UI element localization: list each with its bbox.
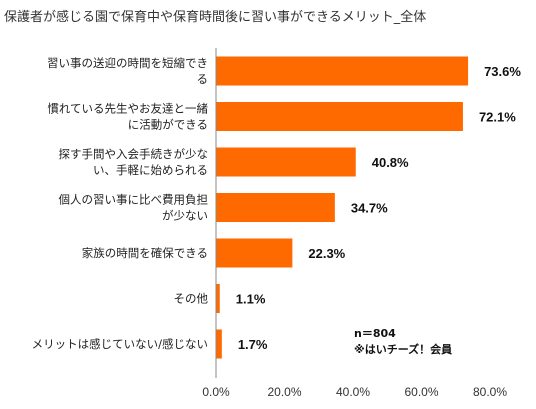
category-label-2-line-1: い、手軽に始められる [93, 163, 208, 177]
category-label-1-line-0: 慣れている先生やお友達と一緒 [47, 102, 208, 116]
category-label-3-line-1: が少ない [162, 209, 208, 223]
x-tick-label-0: 0.0% [202, 385, 230, 399]
category-label-6: メリットは感じていない/感じない [32, 337, 208, 351]
bar-6 [216, 329, 222, 359]
category-label-1-line-1: に活動ができる [128, 118, 208, 132]
bar-0 [216, 56, 469, 86]
bar-1 [216, 102, 463, 131]
value-label-1: 72.1% [479, 110, 516, 125]
sample-note: n＝804 ※はいチーズ！会員 [354, 326, 452, 358]
category-label-5: その他 [174, 292, 209, 306]
category-label-3-line-0: 個人の習い事に比べ費用負担 [59, 193, 209, 207]
value-label-2: 40.8% [372, 155, 409, 170]
bar-3 [216, 193, 335, 222]
value-label-0: 73.6% [484, 64, 521, 79]
sample-source: ※はいチーズ！会員 [354, 343, 453, 356]
bar-5 [216, 284, 220, 313]
chart-title: 保護者が感じる園で保育中や保育時間後に習い事ができるメリット_全体 [4, 10, 427, 25]
category-label-2-line-0: 探す手間や入会手続きが少な [59, 147, 209, 161]
value-label-6: 1.7% [238, 337, 268, 352]
bar-2 [216, 147, 356, 177]
x-tick-label-3: 60.0% [404, 385, 438, 399]
sample-size: n＝804 [354, 327, 396, 340]
category-label-0-line-0: 習い事の送迎の時間を短縮でき [47, 56, 208, 70]
x-tick-label-4: 80.0% [473, 385, 507, 399]
category-label-0-line-1: る [197, 72, 209, 86]
bar-4 [216, 238, 293, 268]
value-label-5: 1.1% [236, 292, 266, 307]
value-label-3: 34.7% [351, 201, 388, 216]
category-label-4: 家族の時間を確保できる [82, 246, 208, 260]
x-tick-label-2: 40.0% [336, 385, 370, 399]
value-label-4: 22.3% [308, 246, 345, 261]
x-tick-label-1: 20.0% [267, 385, 301, 399]
